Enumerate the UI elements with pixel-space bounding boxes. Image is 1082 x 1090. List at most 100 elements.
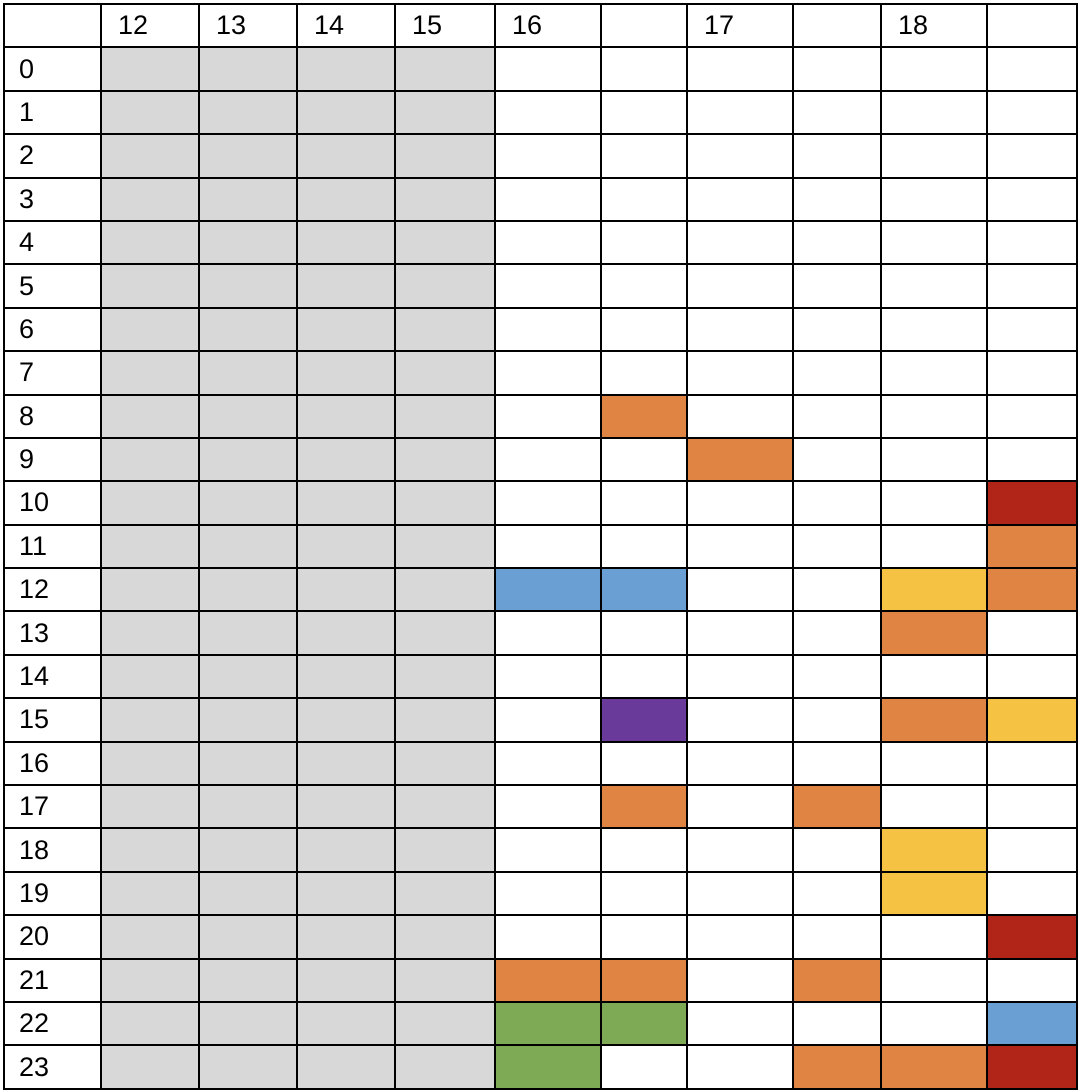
grid-cell-unavailable — [396, 959, 496, 1003]
grid-cell-orange — [794, 1046, 882, 1090]
grid-cell-unavailable — [200, 352, 298, 396]
grid-cell-orange — [882, 612, 988, 656]
grid-cell-empty — [602, 482, 688, 526]
grid-cell-empty — [602, 265, 688, 309]
grid-cell-orange — [602, 786, 688, 830]
grid-cell-empty — [496, 525, 602, 570]
grid-cell-empty — [794, 135, 882, 179]
grid-cell-empty — [882, 308, 988, 353]
grid-cell-empty — [794, 872, 882, 917]
grid-cell-empty — [882, 1002, 988, 1047]
grid-cell-unavailable — [298, 959, 396, 1003]
grid-cell-empty — [496, 612, 602, 656]
grid-cell-empty — [602, 178, 688, 222]
grid-cell-blue — [496, 569, 602, 613]
grid-cell-unavailable — [298, 265, 396, 309]
grid-cell-empty — [688, 786, 794, 830]
grid-cell-unavailable — [396, 1002, 496, 1047]
grid-cell-empty — [988, 438, 1078, 483]
grid-cell-empty — [496, 178, 602, 222]
grid-cell-empty — [688, 178, 794, 222]
grid-cell-unavailable — [102, 135, 200, 179]
grid-cell-unavailable — [102, 221, 200, 266]
row-label: 20 — [5, 916, 102, 960]
grid-cell-empty — [988, 872, 1078, 917]
grid-cell-unavailable — [298, 872, 396, 917]
grid-cell-unavailable — [298, 395, 396, 439]
grid-cell-unavailable — [200, 742, 298, 787]
grid-cell-empty — [602, 916, 688, 960]
grid-cell-empty — [602, 829, 688, 873]
grid-cell-unavailable — [298, 482, 396, 526]
grid-cell-empty — [496, 395, 602, 439]
grid-cell-empty — [988, 395, 1078, 439]
grid-cell-unavailable — [200, 569, 298, 613]
grid-cell-empty — [496, 655, 602, 700]
row-label: 14 — [5, 655, 102, 700]
grid-cell-empty — [988, 959, 1078, 1003]
row-label: 11 — [5, 525, 102, 570]
grid-cell-unavailable — [298, 916, 396, 960]
row-label: 9 — [5, 438, 102, 483]
grid-cell-unavailable — [298, 221, 396, 266]
grid-cell-empty — [988, 48, 1078, 92]
grid-cell-unavailable — [200, 482, 298, 526]
grid-cell-empty — [882, 178, 988, 222]
grid-cell-blue — [602, 569, 688, 613]
grid-cell-red — [988, 482, 1078, 526]
grid-cell-unavailable — [396, 48, 496, 92]
column-header — [794, 5, 882, 49]
column-header: 13 — [200, 5, 298, 49]
grid-cell-empty — [794, 48, 882, 92]
grid-cell-unavailable — [396, 352, 496, 396]
grid-cell-unavailable — [396, 308, 496, 353]
grid-cell-empty — [794, 829, 882, 873]
grid-cell-empty — [688, 829, 794, 873]
grid-cell-orange — [688, 438, 794, 483]
grid-cell-empty — [602, 352, 688, 396]
grid-cell-empty — [602, 48, 688, 92]
grid-cell-empty — [988, 786, 1078, 830]
grid-cell-empty — [988, 91, 1078, 136]
grid-cell-empty — [882, 655, 988, 700]
grid-cell-empty — [882, 395, 988, 439]
grid-cell-empty — [882, 438, 988, 483]
grid-cell-empty — [688, 569, 794, 613]
grid-cell-unavailable — [298, 91, 396, 136]
grid-cell-empty — [496, 872, 602, 917]
grid-cell-empty — [688, 872, 794, 917]
grid-cell-empty — [688, 352, 794, 396]
grid-cell-unavailable — [396, 916, 496, 960]
row-label: 6 — [5, 308, 102, 353]
grid-cell-green — [496, 1002, 602, 1047]
grid-cell-empty — [688, 612, 794, 656]
grid-cell-unavailable — [102, 699, 200, 743]
grid-cell-empty — [988, 612, 1078, 656]
grid-cell-empty — [882, 742, 988, 787]
grid-cell-unavailable — [102, 786, 200, 830]
grid-cell-unavailable — [298, 742, 396, 787]
grid-cell-unavailable — [102, 655, 200, 700]
grid-cell-empty — [794, 569, 882, 613]
grid-cell-unavailable — [396, 742, 496, 787]
grid-cell-unavailable — [298, 1002, 396, 1047]
grid-cell-empty — [882, 482, 988, 526]
grid-cell-unavailable — [102, 916, 200, 960]
grid-cell-unavailable — [396, 91, 496, 136]
grid-cell-unavailable — [298, 1046, 396, 1090]
grid-cell-orange — [988, 569, 1078, 613]
grid-cell-empty — [794, 308, 882, 353]
grid-cell-unavailable — [200, 395, 298, 439]
row-label: 7 — [5, 352, 102, 396]
grid-cell-empty — [988, 178, 1078, 222]
grid-cell-empty — [988, 829, 1078, 873]
grid-cell-empty — [688, 655, 794, 700]
grid-cell-empty — [794, 699, 882, 743]
grid-cell-unavailable — [396, 438, 496, 483]
row-label: 16 — [5, 742, 102, 787]
grid-cell-unavailable — [396, 265, 496, 309]
row-label: 22 — [5, 1002, 102, 1047]
row-label: 0 — [5, 48, 102, 92]
grid-cell-empty — [496, 308, 602, 353]
grid-cell-empty — [688, 525, 794, 570]
